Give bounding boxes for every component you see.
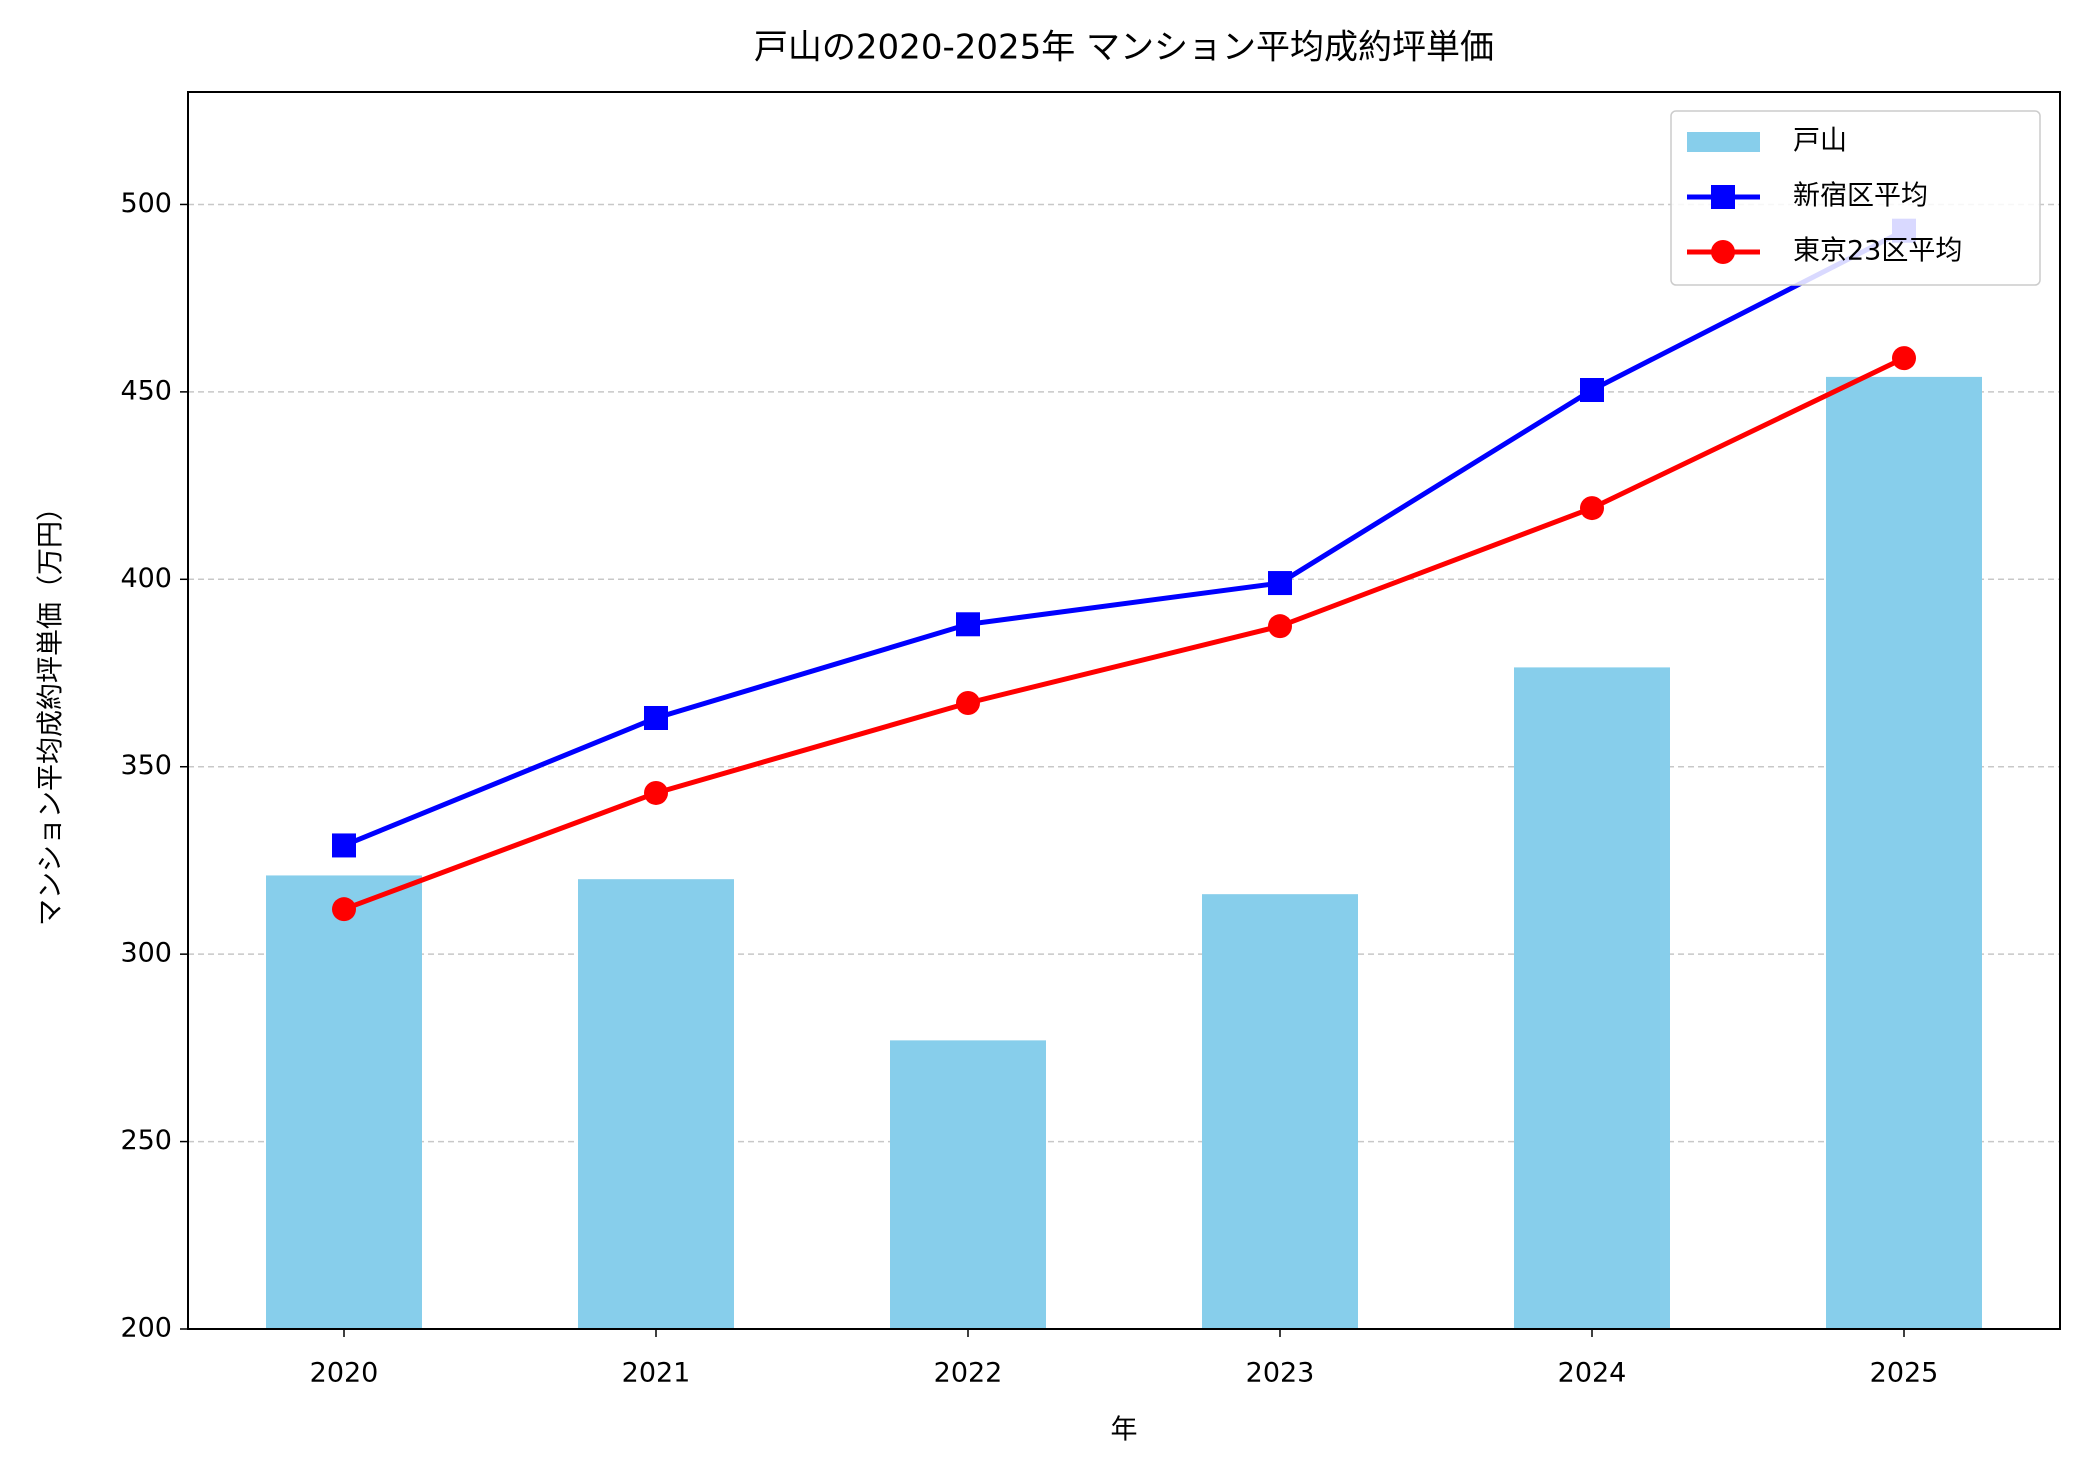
y-tick-label: 450 xyxy=(120,375,172,406)
line xyxy=(343,355,1906,912)
y-tick-label: 500 xyxy=(120,188,172,219)
chart-title: 戸山の2020-2025年 マンション平均成約坪単価 xyxy=(754,28,1494,68)
x-tick-label: 2024 xyxy=(1558,1358,1627,1389)
bar xyxy=(266,875,422,1329)
y-axis-label: マンション平均成約坪単価（万円） xyxy=(36,494,67,926)
point xyxy=(1268,571,1292,596)
y-tick-label: 350 xyxy=(120,750,172,781)
point xyxy=(956,691,980,716)
point xyxy=(1892,346,1916,371)
bar xyxy=(890,1040,1046,1329)
legend-label: 東京23区平均 xyxy=(1793,236,1962,267)
bar xyxy=(1826,376,1982,1329)
bar xyxy=(1514,667,1670,1329)
x-tick-label: 2023 xyxy=(1246,1358,1315,1389)
point xyxy=(644,705,668,730)
plot-frame xyxy=(187,91,2061,1330)
legend-swatch xyxy=(1687,132,1760,152)
x-tick-label: 2022 xyxy=(934,1358,1003,1389)
point xyxy=(332,833,356,858)
legend-label: 戸山 xyxy=(1793,126,1847,157)
point xyxy=(956,612,980,637)
legend-marker xyxy=(1711,240,1735,264)
x-tick-label: 2020 xyxy=(310,1358,379,1389)
y-tick-label: 200 xyxy=(120,1313,172,1344)
point xyxy=(1268,614,1292,639)
legend-box xyxy=(1670,110,2041,286)
legend-marker xyxy=(1711,185,1735,209)
line xyxy=(343,228,1906,848)
x-tick-label: 2025 xyxy=(1870,1358,1939,1389)
bar xyxy=(1202,894,1358,1329)
x-tick-label: 2021 xyxy=(622,1358,691,1389)
y-tick-label: 400 xyxy=(120,563,172,594)
x-axis-label: 年 xyxy=(1111,1415,1138,1446)
y-tick-label: 250 xyxy=(120,1125,172,1156)
point xyxy=(1580,496,1604,521)
bar xyxy=(578,879,734,1329)
point xyxy=(332,897,356,922)
point xyxy=(1580,378,1604,403)
point xyxy=(644,780,668,805)
y-tick-label: 300 xyxy=(120,938,172,969)
legend-label: 新宿区平均 xyxy=(1793,181,1928,212)
